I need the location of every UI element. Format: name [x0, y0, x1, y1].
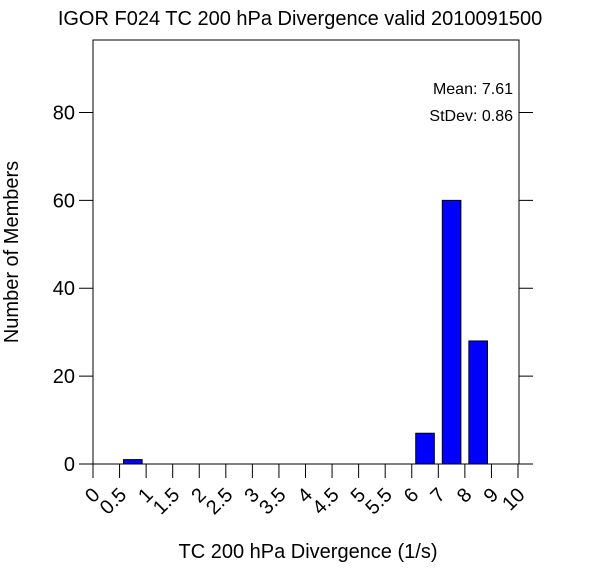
x-axis: 00.5 11.5 22.5 33.5 44.5 55.5 6 7 8 910 [81, 464, 530, 519]
y-axis-left: 0 20 40 60 80 [53, 102, 93, 476]
x-tick-label: 3.5 [255, 484, 290, 519]
x-tick-label: 0.5 [96, 484, 131, 519]
y-tick-label: 60 [53, 190, 75, 212]
x-tick-label: 8 [453, 484, 476, 507]
mean-label: Mean: 7.61 [433, 81, 513, 98]
y-axis-right [519, 111, 533, 465]
y-tick-label: 80 [53, 102, 75, 124]
x-tick-label: 10 [498, 484, 529, 515]
chart-title: IGOR F024 TC 200 hPa Divergence valid 20… [58, 8, 542, 30]
bars-group [123, 199, 488, 465]
y-tick-label: 0 [64, 454, 75, 476]
histogram-bar [468, 340, 488, 465]
x-tick-label: 2.5 [202, 484, 237, 519]
x-tick-label: 4.5 [308, 484, 343, 519]
y-tick-label: 40 [53, 278, 75, 300]
x-axis-title: TC 200 hPa Divergence (1/s) [178, 541, 437, 563]
x-tick-label: 6 [400, 484, 423, 507]
x-tick-label: 9 [480, 484, 503, 507]
x-tick-label: 5.5 [362, 484, 397, 519]
stdev-label: StDev: 0.86 [429, 108, 513, 125]
y-axis-title: Number of Members [1, 161, 23, 343]
x-tick-label: 1.5 [149, 484, 184, 519]
histogram-bar [123, 459, 143, 465]
y-tick-label: 20 [53, 366, 75, 388]
histogram-bar [441, 199, 462, 465]
histogram-bar [415, 432, 435, 465]
x-tick-label: 7 [426, 484, 449, 507]
